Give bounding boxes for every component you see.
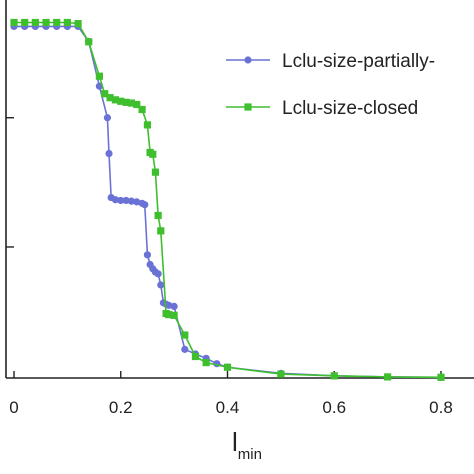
series-1-point: [384, 373, 392, 381]
legend-label-0: Lclu-size-partially-: [282, 51, 435, 72]
legend-marker-0: [244, 56, 252, 64]
series-1-point: [191, 352, 200, 361]
series-1-point: [330, 372, 338, 380]
legend-label-1: Lclu-size-closed: [282, 98, 418, 119]
series-1-point: [63, 18, 71, 27]
series-1-point: [10, 18, 18, 27]
series-1-point: [149, 150, 157, 158]
series-1-point: [157, 227, 165, 235]
legend: Lclu-size-partially- Lclu-size-closed: [226, 51, 435, 119]
x-tick-label-2: 0.4: [216, 398, 240, 417]
x-tick-label-1: 0.2: [109, 398, 133, 417]
series-0-point: [103, 114, 112, 122]
series-0-point: [181, 345, 189, 353]
series-1-point: [117, 97, 125, 105]
series-1-point: [74, 19, 82, 28]
series-1-point: [31, 18, 39, 27]
series-1-point: [42, 18, 50, 27]
series-1-point: [95, 72, 103, 80]
series-1-point: [21, 18, 29, 27]
series-1-point: [277, 370, 285, 378]
series-1-point: [101, 90, 109, 98]
x-tick-label-4: 0.8: [429, 398, 453, 417]
legend-marker-1: [244, 103, 252, 111]
series-1-point: [127, 99, 136, 107]
series-1-point: [111, 96, 120, 104]
series-0-point: [127, 197, 136, 205]
series-1-point: [170, 311, 178, 319]
x-axis-label: lmin: [232, 427, 262, 463]
series-0-point: [105, 149, 113, 158]
series-0-line: [14, 25, 442, 379]
x-tick-label-0: 0: [9, 398, 18, 417]
x-axis-label-subscript: min: [238, 446, 262, 463]
series-layer: [10, 18, 445, 381]
x-tick-label-3: 0.6: [322, 398, 346, 417]
series-1-point: [106, 94, 114, 102]
x-axis-label-main: l: [232, 427, 238, 457]
series-1-point: [223, 363, 232, 371]
series-0-point: [157, 281, 165, 289]
series-0-point: [143, 251, 152, 259]
series-0-point: [141, 201, 149, 209]
series-1-point: [122, 98, 130, 106]
series-1-line: [14, 21, 442, 379]
series-1-point: [143, 121, 152, 129]
axes: 0 0.2 0.4 0.6 0.8: [5, 0, 474, 417]
series-1-point: [151, 168, 160, 176]
series-1: [10, 18, 445, 381]
series-1-point: [53, 18, 61, 27]
series-0-point: [122, 196, 130, 205]
series-0-point: [117, 196, 125, 205]
series-1-point: [202, 359, 210, 367]
series-1-point: [181, 331, 189, 339]
series-0-point: [111, 196, 120, 204]
series-1-point: [133, 100, 141, 109]
series-1-point: [85, 38, 93, 46]
series-0-point: [165, 301, 173, 309]
series-0-point: [170, 302, 178, 310]
series-0: [10, 22, 445, 381]
series-1-point: [138, 105, 146, 114]
series-0-point: [154, 270, 162, 278]
series-1-point: [154, 211, 162, 220]
series-1-point: [165, 311, 173, 319]
series-1-point: [437, 373, 445, 381]
